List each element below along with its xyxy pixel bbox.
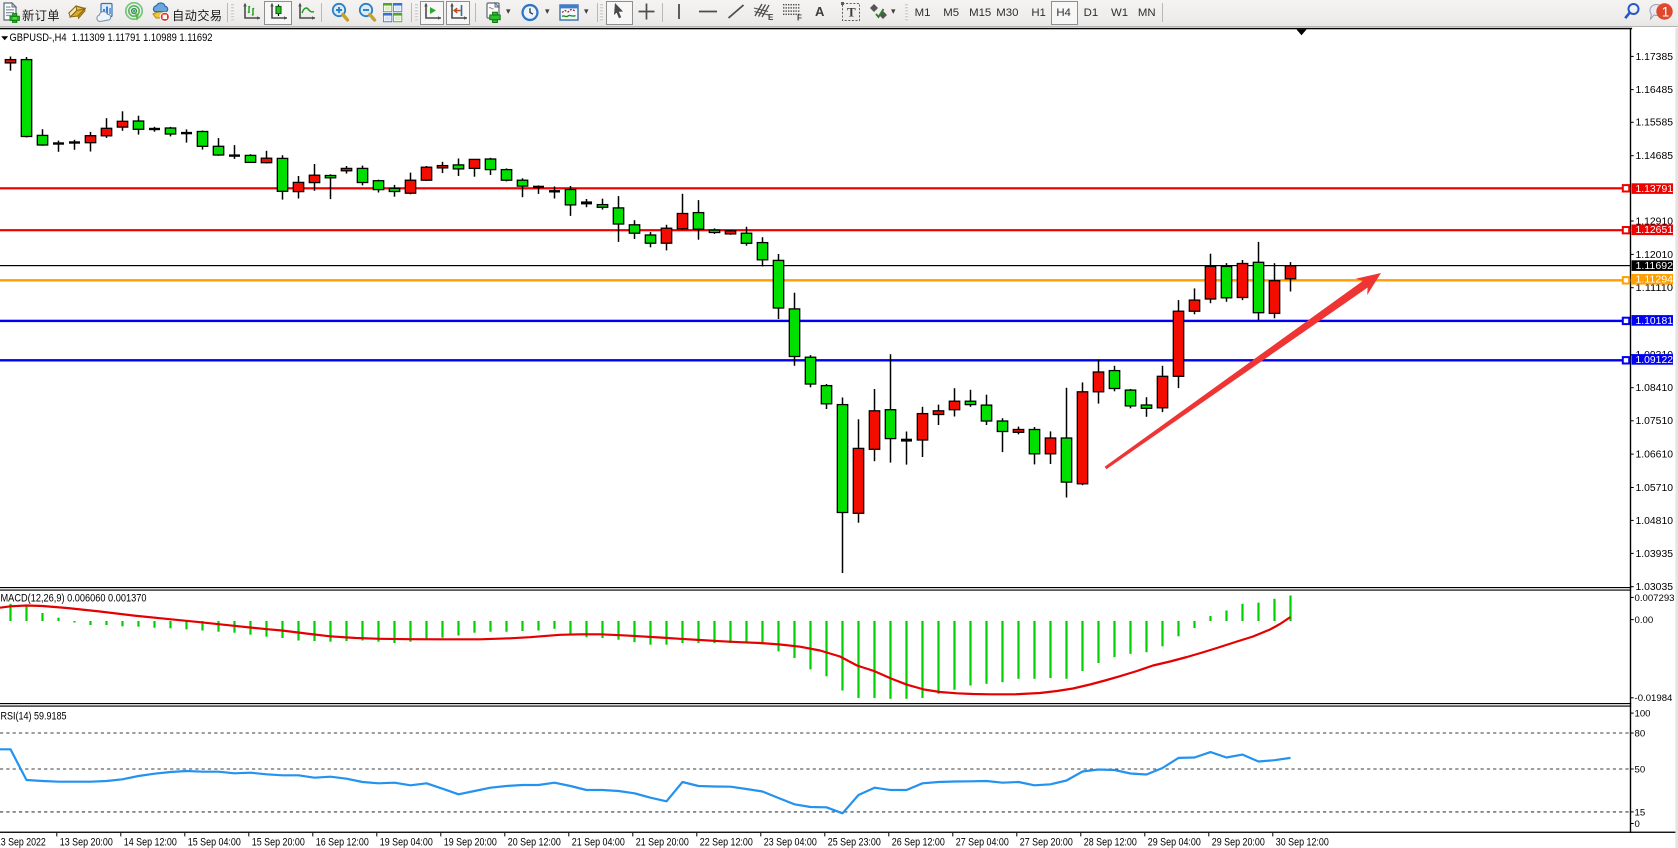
svg-text:22 Sep 12:00: 22 Sep 12:00 [700, 836, 753, 848]
svg-text:T: T [847, 5, 856, 20]
svg-text:16 Sep 12:00: 16 Sep 12:00 [316, 836, 369, 848]
svg-text:29 Sep 04:00: 29 Sep 04:00 [1148, 836, 1201, 848]
svg-text:27 Sep 04:00: 27 Sep 04:00 [956, 836, 1009, 848]
svg-text:80: 80 [1635, 728, 1646, 739]
svg-text:1.11294: 1.11294 [1636, 275, 1674, 286]
svg-text:1.14685: 1.14685 [1636, 151, 1674, 162]
svg-text:E: E [768, 13, 774, 22]
svg-text:1.12651: 1.12651 [1636, 225, 1674, 236]
svg-text:15: 15 [1635, 807, 1646, 818]
svg-text:1.16485: 1.16485 [1636, 85, 1674, 96]
svg-text:1: 1 [1662, 4, 1670, 19]
svg-text:15 Sep 04:00: 15 Sep 04:00 [188, 836, 241, 848]
svg-text:1.12910: 1.12910 [1636, 216, 1674, 227]
svg-text:0: 0 [1635, 819, 1640, 830]
svg-text:20 Sep 12:00: 20 Sep 12:00 [508, 836, 561, 848]
svg-text:1.17385: 1.17385 [1636, 52, 1674, 63]
svg-text:1.03935: 1.03935 [1636, 549, 1674, 560]
svg-text:-0.01984: -0.01984 [1635, 693, 1674, 704]
svg-text:RSI(14) 59.9185: RSI(14) 59.9185 [1, 711, 67, 723]
svg-text:19 Sep 04:00: 19 Sep 04:00 [380, 836, 433, 848]
svg-text:19 Sep 20:00: 19 Sep 20:00 [444, 836, 497, 848]
svg-text:23 Sep 04:00: 23 Sep 04:00 [764, 836, 817, 848]
svg-text:1.11692: 1.11692 [1636, 261, 1674, 272]
svg-text:29 Sep 20:00: 29 Sep 20:00 [1212, 836, 1265, 848]
svg-text:1.07510: 1.07510 [1636, 416, 1674, 427]
svg-text:GBPUSD-,H4 1.11309 1.11791 1.: GBPUSD-,H4 1.11309 1.11791 1.10989 1.116… [10, 32, 213, 44]
svg-text:50: 50 [1635, 764, 1646, 775]
svg-text:1.10181: 1.10181 [1636, 316, 1674, 327]
svg-text:1.15585: 1.15585 [1636, 118, 1674, 129]
svg-text:1.12010: 1.12010 [1636, 250, 1674, 261]
svg-text:1.11110: 1.11110 [1636, 283, 1674, 294]
svg-text:27 Sep 20:00: 27 Sep 20:00 [1020, 836, 1073, 848]
svg-text:0.00: 0.00 [1635, 615, 1654, 626]
svg-text:1.13791: 1.13791 [1636, 184, 1674, 195]
svg-text:21 Sep 04:00: 21 Sep 04:00 [572, 836, 625, 848]
svg-text:13 Sep 20:00: 13 Sep 20:00 [60, 836, 113, 848]
svg-text:100: 100 [1635, 709, 1651, 720]
svg-text:14 Sep 12:00: 14 Sep 12:00 [124, 836, 177, 848]
svg-text:1.08410: 1.08410 [1636, 383, 1674, 394]
svg-text:21 Sep 20:00: 21 Sep 20:00 [636, 836, 689, 848]
svg-text:1.06610: 1.06610 [1636, 450, 1674, 461]
svg-text:1.09122: 1.09122 [1636, 355, 1674, 366]
svg-text:25 Sep 23:00: 25 Sep 23:00 [828, 836, 881, 848]
svg-text:30 Sep 12:00: 30 Sep 12:00 [1276, 836, 1329, 848]
svg-text:15 Sep 20:00: 15 Sep 20:00 [252, 836, 305, 848]
svg-text:1.05710: 1.05710 [1636, 483, 1674, 494]
svg-text:26 Sep 12:00: 26 Sep 12:00 [892, 836, 945, 848]
svg-text:MACD(12,26,9) 0.006060 0.00137: MACD(12,26,9) 0.006060 0.001370 [1, 593, 147, 605]
svg-text:0.007293: 0.007293 [1635, 593, 1675, 604]
svg-text:13 Sep 2022: 13 Sep 2022 [0, 836, 46, 848]
svg-text:1.03035: 1.03035 [1636, 582, 1674, 593]
svg-text:1.04810: 1.04810 [1636, 516, 1674, 527]
svg-text:F: F [797, 14, 802, 23]
svg-text:28 Sep 12:00: 28 Sep 12:00 [1084, 836, 1137, 848]
